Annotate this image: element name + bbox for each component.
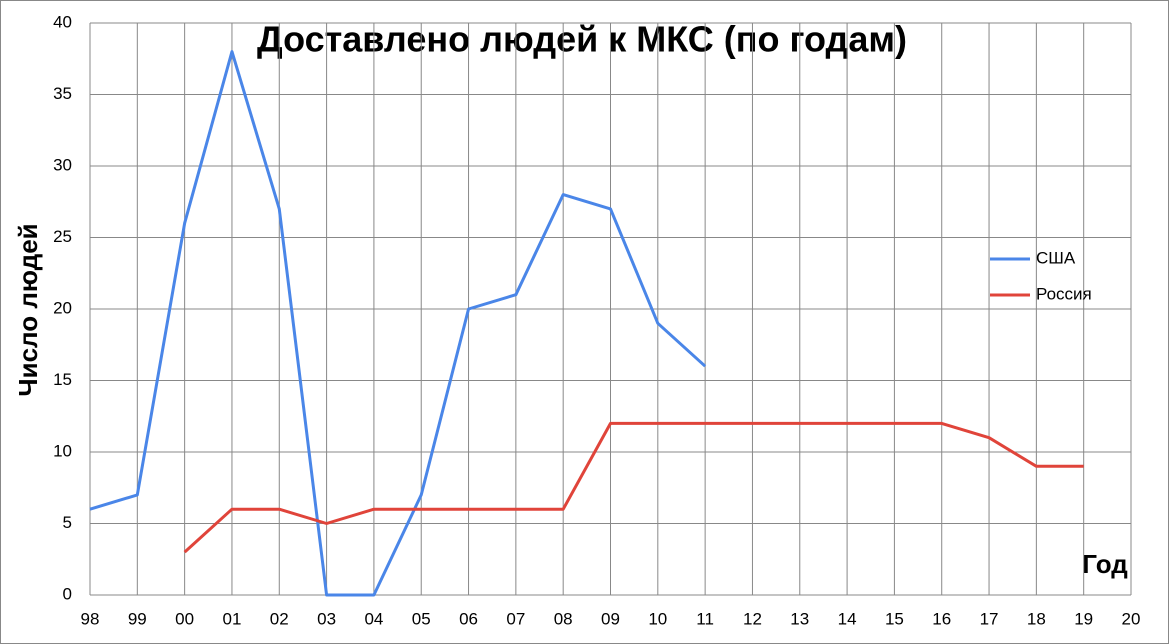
x-tick-label: 10: [648, 609, 667, 628]
y-tick-label: 40: [53, 12, 72, 31]
x-tick-label: 06: [459, 609, 478, 628]
legend-label: США: [1036, 248, 1076, 267]
y-tick-label: 35: [53, 84, 72, 103]
x-tick-label: 14: [838, 609, 857, 628]
x-axis-label: Год: [1082, 549, 1128, 579]
x-tick-label: 09: [601, 609, 620, 628]
x-tick-label: 07: [506, 609, 525, 628]
x-tick-label: 12: [743, 609, 762, 628]
y-axis-label: Число людей: [13, 223, 43, 396]
series-line: [89, 50, 707, 597]
x-tick-label: 18: [1027, 609, 1046, 628]
x-tick-label: 17: [980, 609, 999, 628]
series-line: [183, 421, 1084, 554]
x-tick-label: 05: [412, 609, 431, 628]
x-tick-label: 03: [317, 609, 336, 628]
x-tick-label: 20: [1122, 609, 1141, 628]
x-tick-label: 00: [175, 609, 194, 628]
x-tick-label: 01: [222, 609, 241, 628]
y-tick-label: 10: [53, 441, 72, 460]
y-tick-label: 20: [53, 298, 72, 317]
x-tick-label: 11: [696, 609, 714, 628]
x-tick-label: 98: [81, 609, 100, 628]
y-tick-label: 0: [63, 584, 72, 603]
x-tick-label: 13: [790, 609, 809, 628]
x-tick-label: 04: [364, 609, 383, 628]
y-tick-label: 30: [53, 155, 72, 174]
x-tick-label: 99: [128, 609, 147, 628]
x-tick-label: 08: [554, 609, 573, 628]
x-tick-label: 16: [932, 609, 951, 628]
x-tick-label: 19: [1074, 609, 1093, 628]
x-tick-label: 15: [885, 609, 904, 628]
y-tick-label: 5: [63, 513, 72, 532]
y-tick-label: 15: [53, 370, 72, 389]
x-tick-label: 02: [270, 609, 289, 628]
y-tick-label: 25: [53, 227, 72, 246]
chart-title: Доставлено людей к МКС (по годам): [257, 19, 907, 60]
legend-label: Россия: [1036, 284, 1092, 303]
